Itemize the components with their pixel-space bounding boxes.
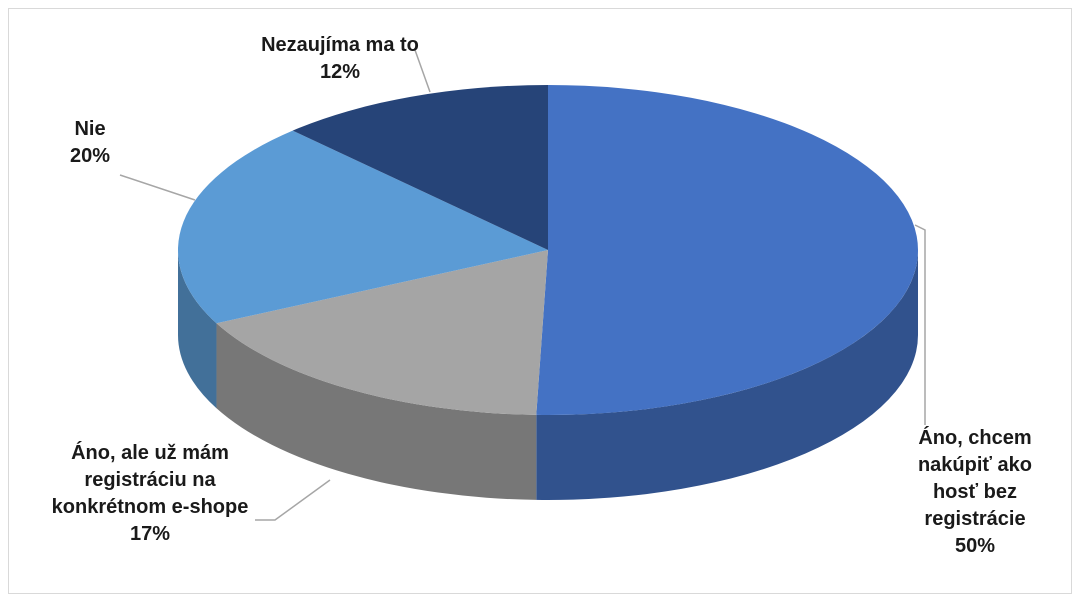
data-label: Nezaujíma ma to 12% bbox=[225, 32, 455, 86]
slice-side bbox=[216, 323, 537, 500]
pie-slice bbox=[177, 130, 548, 324]
leader-line bbox=[255, 479, 331, 521]
pie-slice bbox=[536, 85, 919, 416]
value-label: 17% bbox=[129, 523, 171, 545]
leader-line bbox=[414, 49, 431, 93]
pie-slice bbox=[292, 85, 548, 250]
category-label: Nie bbox=[74, 118, 106, 140]
value-label: 50% bbox=[954, 535, 996, 557]
data-label: Áno, chcem nakúpiť ako hosť bez registrá… bbox=[905, 425, 1045, 560]
slice-side bbox=[536, 250, 919, 500]
data-label: Áno, ale už mám registráciu na konkrétno… bbox=[30, 440, 270, 548]
leader-line bbox=[119, 174, 196, 201]
chart-frame bbox=[8, 8, 1072, 594]
category-label: Áno, chcem nakúpiť ako hosť bez registrá… bbox=[917, 427, 1033, 530]
category-label: Áno, ale už mám registráciu na konkrétno… bbox=[51, 442, 249, 518]
leader-lines bbox=[119, 49, 926, 521]
value-label: 20% bbox=[69, 145, 111, 167]
data-label: Nie 20% bbox=[50, 116, 130, 170]
slice-side bbox=[178, 250, 217, 409]
leader-line bbox=[914, 224, 926, 425]
value-label: 12% bbox=[319, 61, 361, 83]
pie-slice bbox=[216, 250, 548, 415]
category-label: Nezaujíma ma to bbox=[261, 34, 419, 56]
